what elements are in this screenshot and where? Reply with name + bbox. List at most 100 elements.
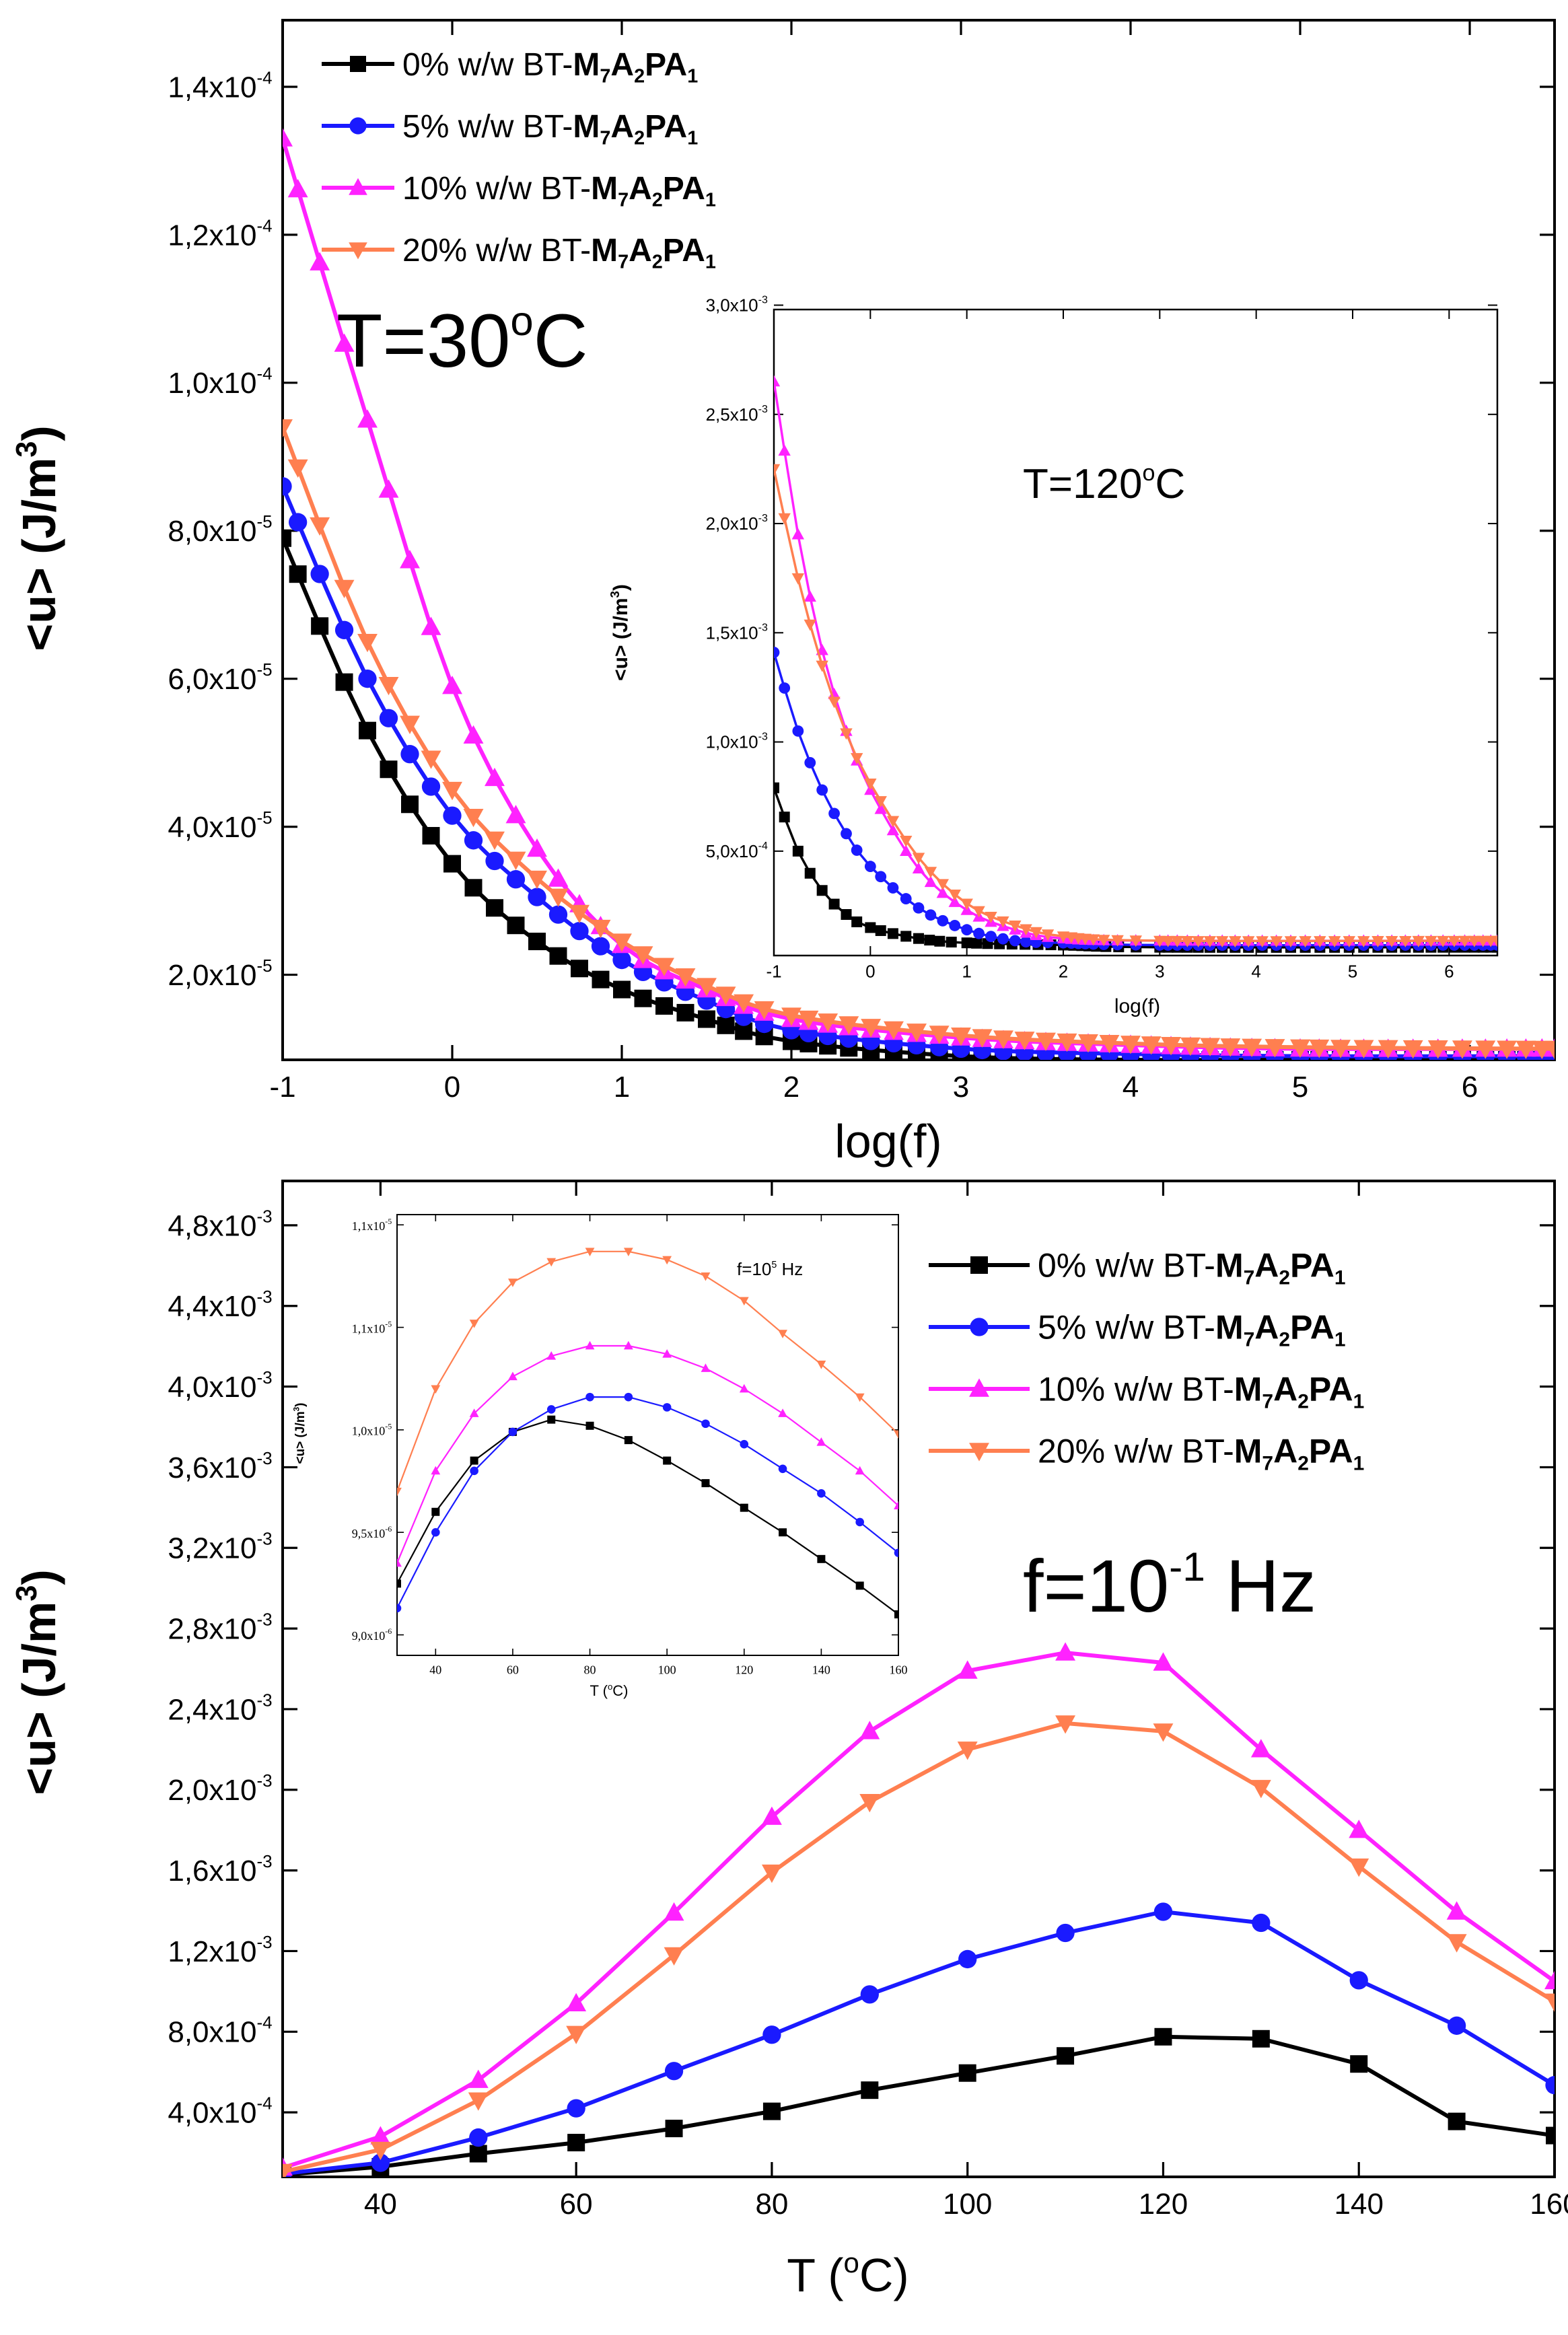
data-point <box>828 807 840 820</box>
data-point <box>1162 935 1174 947</box>
data-point <box>1290 1039 1310 1058</box>
data-point <box>971 937 983 949</box>
data-point <box>701 1479 710 1488</box>
data-point <box>1330 1040 1351 1058</box>
legend-label: 0% w/w BT-M7A2PA1 <box>1038 1247 1346 1289</box>
data-point <box>1371 936 1384 947</box>
data-point <box>1497 1040 1518 1059</box>
data-point <box>590 919 611 939</box>
x-axis-title: T (oC) <box>787 2247 909 2301</box>
data-point <box>859 1721 880 1739</box>
data-point <box>664 1902 684 1921</box>
data-point <box>464 831 483 850</box>
data-point <box>937 914 949 927</box>
data-point <box>624 1436 633 1445</box>
data-point <box>310 565 329 583</box>
data-point <box>1056 1923 1075 1943</box>
data-point <box>334 579 355 599</box>
data-point <box>585 1248 595 1257</box>
data-point <box>1546 2126 1555 2145</box>
data-point <box>1452 1040 1472 1059</box>
data-point <box>623 1340 633 1350</box>
data-point <box>1349 1858 1369 1877</box>
x-tick-label: 5 <box>1348 962 1357 982</box>
data-point <box>378 677 399 696</box>
data-point <box>469 2128 488 2147</box>
legend-item: 0% w/w BT-M7A2PA1 <box>322 47 698 87</box>
y-tick-label: 1,6x10-3 <box>168 1851 272 1888</box>
data-point <box>894 1501 898 1510</box>
legend-item: 0% w/w BT-M7A2PA1 <box>929 1247 1346 1289</box>
data-point <box>358 670 377 688</box>
data-point <box>485 831 505 851</box>
data-point <box>442 781 462 801</box>
data-point <box>1154 2027 1172 2046</box>
data-point <box>913 902 925 914</box>
data-point <box>778 513 791 525</box>
data-point <box>894 1430 898 1439</box>
data-point <box>894 1548 898 1557</box>
data-point <box>818 1013 839 1032</box>
x-axis-title: log(f) <box>1114 995 1160 1017</box>
x-tick-label: 1 <box>962 962 971 982</box>
data-point <box>422 826 440 845</box>
data-point <box>817 1554 826 1563</box>
series-line-3 <box>283 1721 1555 2174</box>
data-point <box>1468 935 1481 947</box>
series-group <box>283 1642 1555 2177</box>
data-point <box>864 861 876 872</box>
legend-item: 10% w/w BT-M7A2PA1 <box>322 171 716 211</box>
data-point <box>1097 935 1110 947</box>
data-point <box>442 676 462 694</box>
data-point <box>855 1581 864 1590</box>
data-point <box>886 816 900 828</box>
data-point <box>924 867 937 879</box>
y-tick-label: 2,8x10-3 <box>168 1610 272 1646</box>
y-tick-label: 2,0x10-5 <box>168 956 272 992</box>
data-point <box>1270 936 1283 948</box>
series-line-2 <box>397 1344 898 1564</box>
data-point <box>485 851 504 871</box>
y-tick-label: 2,0x10-3 <box>168 1770 272 1807</box>
data-point <box>1349 1820 1369 1838</box>
data-point <box>1036 1032 1056 1051</box>
data-point <box>701 1419 710 1429</box>
data-point <box>1055 1715 1076 1734</box>
data-point <box>791 573 805 585</box>
data-point <box>1087 934 1100 946</box>
data-point <box>864 779 877 790</box>
data-point <box>1399 935 1412 947</box>
legend-label: 20% w/w BT-M7A2PA1 <box>402 233 716 273</box>
data-point <box>1402 1040 1423 1059</box>
data-point <box>828 898 840 910</box>
data-point <box>570 921 589 941</box>
x-tick-label: 100 <box>658 1663 676 1677</box>
data-point <box>874 802 887 814</box>
data-point <box>778 444 791 456</box>
y-tick-label: 5,0x10-4 <box>706 840 768 861</box>
data-point <box>701 1272 711 1281</box>
y-tick-label: 1,1x10-5 <box>352 1319 392 1335</box>
x-tick-label: 0 <box>865 962 875 982</box>
data-point <box>571 960 588 978</box>
legend-label: 5% w/w BT-M7A2PA1 <box>402 109 698 149</box>
data-point <box>717 1016 735 1034</box>
data-point <box>1153 1902 1173 1921</box>
data-point <box>335 673 353 691</box>
data-point <box>528 933 546 951</box>
series-line-0 <box>283 2034 1555 2177</box>
legend-marker <box>349 242 367 260</box>
data-point <box>851 916 863 927</box>
data-point <box>851 845 863 856</box>
data-point <box>1516 1040 1536 1059</box>
data-point <box>675 968 696 987</box>
data-point <box>359 721 376 740</box>
series-group <box>397 1248 898 1619</box>
data-point <box>1079 933 1092 945</box>
data-point <box>546 1258 557 1267</box>
data-point <box>1215 936 1229 947</box>
legend-marker <box>350 56 366 72</box>
data-point <box>798 1010 819 1030</box>
data-point <box>779 812 790 823</box>
